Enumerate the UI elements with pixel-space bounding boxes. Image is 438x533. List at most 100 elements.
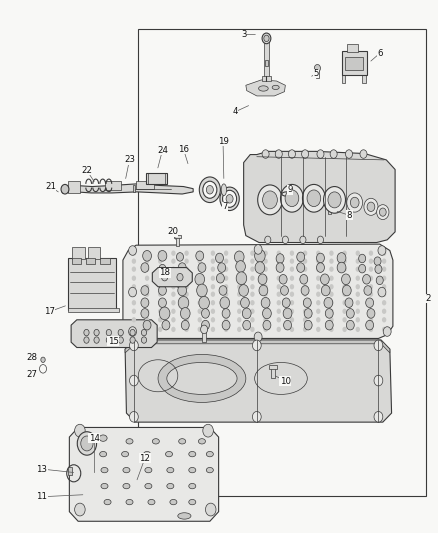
Circle shape (342, 285, 350, 296)
Polygon shape (69, 427, 218, 521)
Circle shape (223, 284, 228, 289)
Circle shape (368, 317, 372, 322)
Polygon shape (152, 268, 192, 287)
Circle shape (210, 317, 215, 322)
Circle shape (315, 327, 320, 332)
Circle shape (282, 236, 288, 244)
Circle shape (159, 264, 166, 273)
Circle shape (344, 298, 352, 308)
Circle shape (74, 503, 85, 516)
Circle shape (299, 274, 307, 284)
Circle shape (200, 325, 207, 334)
Circle shape (368, 327, 372, 332)
Circle shape (302, 284, 307, 289)
Circle shape (328, 309, 333, 314)
Circle shape (84, 329, 89, 336)
Circle shape (276, 263, 283, 272)
Ellipse shape (123, 467, 130, 473)
Ellipse shape (99, 451, 106, 457)
Ellipse shape (158, 354, 245, 402)
Circle shape (235, 261, 245, 272)
Circle shape (161, 273, 167, 281)
Circle shape (288, 150, 295, 158)
Ellipse shape (126, 499, 133, 505)
Bar (264, 60, 268, 66)
Circle shape (237, 266, 241, 272)
Circle shape (320, 274, 328, 285)
Circle shape (201, 309, 209, 318)
Bar (68, 181, 80, 193)
Circle shape (377, 246, 385, 255)
Bar (261, 76, 270, 81)
Circle shape (131, 300, 136, 305)
Circle shape (261, 297, 269, 308)
Circle shape (226, 195, 233, 203)
Circle shape (355, 300, 359, 305)
Circle shape (276, 251, 280, 256)
Circle shape (374, 265, 381, 273)
Circle shape (197, 327, 201, 332)
Circle shape (210, 300, 215, 305)
Circle shape (276, 317, 280, 322)
Circle shape (171, 251, 175, 256)
Circle shape (162, 320, 170, 330)
Circle shape (381, 284, 385, 289)
Circle shape (197, 266, 201, 272)
Circle shape (377, 287, 385, 297)
Circle shape (381, 251, 385, 256)
Circle shape (345, 150, 352, 158)
Circle shape (355, 259, 359, 264)
Circle shape (262, 308, 271, 319)
Circle shape (342, 317, 346, 322)
Circle shape (237, 300, 241, 305)
Circle shape (300, 286, 308, 295)
Circle shape (363, 198, 377, 215)
Circle shape (328, 259, 333, 264)
Circle shape (250, 317, 254, 322)
Circle shape (216, 273, 224, 283)
Circle shape (178, 296, 188, 309)
Circle shape (328, 276, 333, 281)
Circle shape (368, 309, 372, 314)
Circle shape (289, 327, 293, 332)
Circle shape (368, 251, 372, 256)
Circle shape (158, 266, 162, 272)
Circle shape (197, 309, 201, 314)
Circle shape (342, 276, 346, 281)
Circle shape (280, 286, 288, 295)
Circle shape (276, 309, 280, 314)
Text: 20: 20 (166, 228, 178, 236)
Circle shape (198, 296, 209, 309)
Circle shape (323, 297, 332, 308)
Circle shape (280, 184, 303, 212)
Circle shape (177, 285, 186, 296)
Circle shape (84, 337, 89, 343)
Circle shape (346, 309, 353, 318)
Bar (361, 73, 365, 83)
Circle shape (366, 202, 374, 212)
Circle shape (128, 287, 136, 297)
Circle shape (222, 320, 230, 330)
Circle shape (263, 284, 267, 289)
Circle shape (242, 308, 251, 319)
Circle shape (327, 192, 340, 208)
Circle shape (223, 300, 228, 305)
Circle shape (158, 286, 166, 295)
Bar (105, 181, 120, 190)
Circle shape (184, 276, 188, 281)
Circle shape (159, 307, 170, 320)
Circle shape (302, 300, 307, 305)
Circle shape (176, 253, 183, 261)
Circle shape (289, 300, 293, 305)
Circle shape (145, 327, 149, 332)
Circle shape (141, 263, 148, 272)
Circle shape (197, 259, 201, 264)
Circle shape (177, 273, 183, 281)
Circle shape (240, 297, 249, 308)
Text: 5: 5 (313, 69, 318, 78)
Circle shape (282, 298, 290, 308)
Circle shape (41, 357, 45, 362)
Circle shape (131, 309, 136, 314)
Circle shape (197, 317, 201, 322)
Circle shape (373, 411, 382, 422)
